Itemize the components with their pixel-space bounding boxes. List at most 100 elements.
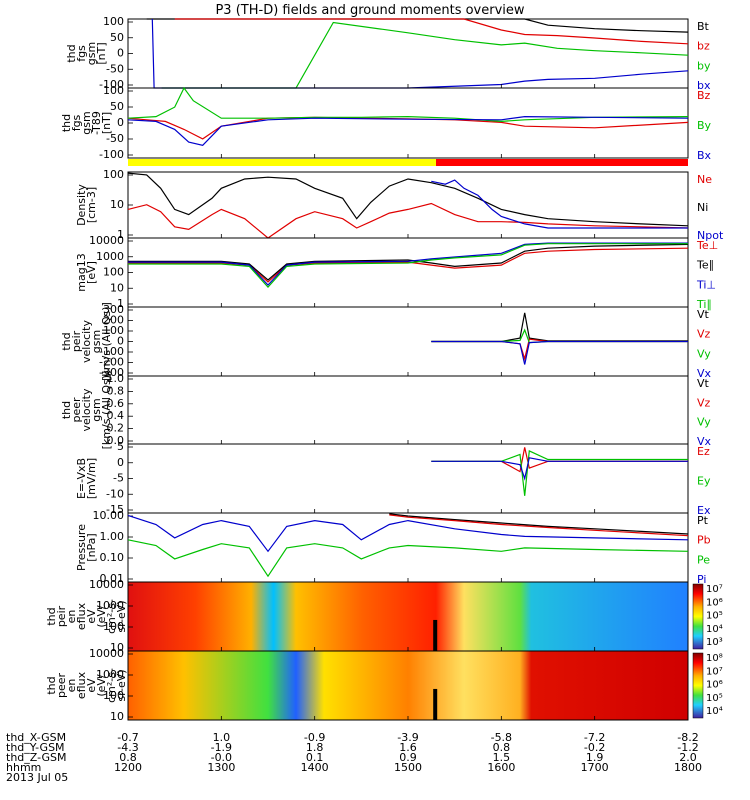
y-tick-label: 10 (110, 710, 124, 723)
panel-frame (127, 443, 689, 514)
panel-frame (127, 237, 689, 308)
footer-tick-value: 1.6 (399, 741, 417, 754)
y-axis-label: [nT] (100, 112, 113, 134)
y-axis-label: [nPa] (85, 533, 98, 561)
footer-row-label: thd_Z-GSM (6, 751, 66, 764)
data-gap-marker (433, 688, 438, 720)
footer-tick-value: -7.2 (584, 731, 605, 744)
legend-entry: By (697, 119, 712, 132)
legend-entry: Bx (697, 149, 712, 162)
footer-tick-value: 1300 (207, 761, 235, 774)
footer-tick-value: 1.5 (493, 751, 511, 764)
time-axis-footer: thd_X-GSM -0.7 1.0 -0.9 -3.9 -5.8 -7.2 -8.2 thd_… (6, 731, 702, 784)
y-tick-label: 50 (110, 31, 124, 44)
legend-entry: Te∥ (696, 259, 714, 272)
footer-tick-value: -1.9 (211, 741, 232, 754)
y-tick-label: 1 (117, 297, 124, 310)
y-axis-label: [mV/m] (85, 458, 98, 499)
footer-date: 2013 Jul 05 (6, 771, 68, 784)
y-axis-label: cm²-s- (105, 668, 118, 703)
legend-entry: Ez (697, 445, 710, 458)
legend-entry: Ne (697, 173, 712, 186)
y-tick-label: 10.00 (93, 509, 125, 522)
y-tick-label: 0.6 (107, 397, 125, 410)
y-axis-label: thd (60, 114, 73, 132)
colorbar-label: 10⁷ (706, 584, 723, 595)
y-axis-label: eV (85, 609, 98, 624)
footer-tick-value: 1800 (674, 761, 702, 774)
y-axis-label: peir (70, 330, 83, 352)
colorbar-label: 10⁵ (706, 693, 723, 704)
y-tick-label: -200 (99, 356, 124, 369)
colorbar-label: 10⁸ (706, 653, 723, 664)
y-axis-label: cm²-s- (105, 599, 118, 634)
legend-entry: Npot (697, 229, 724, 242)
y-axis-label: eflux (75, 671, 88, 699)
y-axis-label: fgs (70, 114, 83, 131)
panel-efield: 5 0 -5 -10 -15 E=-VxB[mV/m] Ez Ey Ex (75, 440, 711, 517)
y-tick-label: 0 (117, 456, 124, 469)
footer-tick-value: -8.2 (677, 731, 698, 744)
y-axis-label: velocity (80, 320, 93, 363)
legend-entry: Pt (697, 514, 709, 527)
footer-row-label: thd_Y-GSM (6, 741, 65, 754)
figure-title: P3 (TH-D) fields and ground moments over… (215, 3, 524, 18)
y-axis-label: Pressure (75, 524, 88, 571)
y-tick-label: 1.00 (100, 530, 125, 543)
series-line-Vz (431, 338, 688, 362)
y-tick-label: 300 (103, 303, 124, 316)
panel-density: 100 10 1 Density[cm-3] Ne Ni Npot (75, 168, 724, 242)
y-axis-label: E=-VxB (75, 458, 88, 499)
y-axis-label: [km/s (All Qs)] (100, 302, 113, 381)
panel-temp: 10000 1000 100 10 1 mag13[eV] Te⊥ Te∥ Ti⊥ Ti∥ (75, 234, 718, 311)
y-tick-label: 100 (103, 620, 124, 633)
footer-row-label: hhmm (6, 761, 41, 774)
y-tick-label: 100 (103, 168, 124, 181)
y-tick-label: 0.10 (100, 551, 125, 564)
y-tick-label: 1000 (96, 668, 124, 681)
y-tick-label: -5 (113, 472, 124, 485)
panel-peer_vel: 1.00.80.60.40.20.0 thdpeervelocitygsm[km/… (60, 371, 712, 450)
data-gap-marker (433, 619, 438, 651)
legend-entry: Bt (697, 20, 710, 33)
footer-tick-value: -1.2 (677, 741, 698, 754)
footer-tick-value: 0.8 (119, 751, 137, 764)
colorbar-label: 10³ (706, 637, 723, 648)
y-axis-label: fgs (75, 45, 88, 62)
colorbar-label: 10⁶ (706, 680, 723, 691)
series-line-Pi (127, 514, 689, 553)
y-tick-label: 10 (110, 641, 124, 654)
footer-tick-value: 1500 (394, 761, 422, 774)
y-tick-label: 1000 (96, 599, 124, 612)
y-tick-label: 0.2 (107, 422, 125, 435)
y-axis-label: (eV/ (95, 605, 108, 628)
series-line-Ne (127, 202, 689, 239)
y-tick-label: -50 (106, 132, 124, 145)
legend-entry: Pb (697, 534, 711, 547)
colorbar-label: 10⁴ (706, 706, 723, 717)
series-line-Vt (431, 312, 688, 343)
series-line-Pb (389, 514, 689, 537)
y-tick-label: -50 (106, 62, 124, 75)
y-tick-label: 200 (103, 314, 124, 327)
footer-tick-value: 1400 (301, 761, 329, 774)
y-axis-label: gsm (85, 42, 98, 65)
series-line-Bx (127, 115, 689, 146)
y-tick-label: 0.01 (100, 572, 125, 585)
y-axis-label: en (65, 610, 78, 624)
y-axis-label: thd (60, 332, 73, 350)
mode-bar-segment (436, 159, 688, 166)
legend-entry: Vt (697, 308, 710, 321)
legend-entry: Ex (697, 504, 711, 517)
y-axis-label: (eV/ (95, 674, 108, 697)
y-axis-label: thd (65, 44, 78, 62)
y-axis-label: [eV] (85, 261, 98, 284)
y-tick-label: 10000 (89, 578, 124, 591)
y-tick-label: 10 (110, 281, 124, 294)
y-tick-label: 100 (103, 266, 124, 279)
y-tick-label: -100 (99, 148, 124, 161)
spectrogram (128, 651, 688, 720)
series-line-Ey (431, 450, 688, 496)
y-axis-label: [nT] (95, 42, 108, 64)
footer-tick-value: -0.7 (117, 731, 138, 744)
